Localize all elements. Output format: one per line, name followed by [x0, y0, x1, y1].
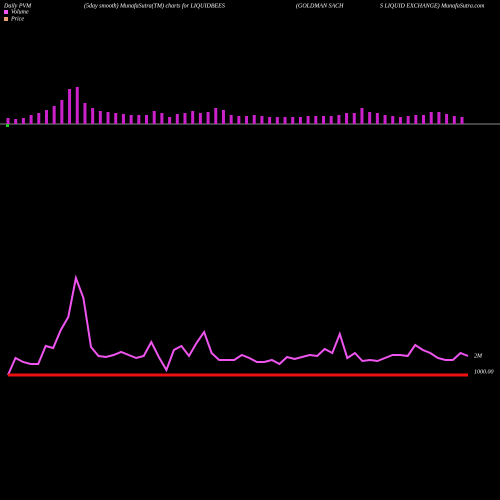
volume-bar	[268, 117, 272, 124]
volume-bar	[145, 115, 149, 124]
legend-swatch	[4, 10, 8, 14]
volume-bar	[422, 115, 426, 124]
volume-bar	[83, 103, 87, 124]
volume-bar	[383, 115, 387, 124]
volume-bar	[252, 115, 256, 124]
volume-bar	[29, 115, 33, 124]
volume-bar	[160, 113, 164, 124]
volume-bar	[98, 111, 102, 124]
chart-title-right: (GOLDMAN SACH	[296, 2, 344, 9]
volume-bar	[237, 116, 241, 124]
volume-bar	[206, 112, 210, 124]
legend-label: Price	[10, 16, 24, 22]
volume-bar	[175, 114, 179, 124]
volume-bar	[221, 110, 225, 124]
volume-bar	[283, 117, 287, 124]
volume-bar	[352, 113, 356, 124]
volume-bar	[260, 116, 264, 124]
volume-bar	[245, 116, 249, 124]
volume-bar	[21, 118, 25, 124]
volume-bar	[121, 114, 125, 124]
volume-bar	[306, 116, 310, 124]
volume-bar	[106, 112, 110, 124]
volume-bar	[368, 112, 372, 124]
volume-bar	[445, 114, 449, 124]
legend-swatch	[4, 17, 8, 21]
volume-bar	[398, 117, 402, 124]
volume-bar	[60, 100, 64, 124]
volume-bar	[437, 112, 441, 124]
chart-title-right: S LIQUID EXCHANGE) MunafaSutra.com	[380, 2, 485, 9]
volume-bar	[391, 116, 395, 124]
volume-bar	[75, 87, 79, 124]
legend-label: Volume	[11, 9, 29, 15]
volume-bar	[114, 113, 118, 124]
volume-bar	[460, 117, 464, 124]
chart-subtitle: (5day smooth) MunafaSutra(TM) charts for…	[84, 2, 225, 9]
volume-bar	[168, 117, 172, 124]
volume-bar	[321, 116, 325, 124]
volume-bar	[414, 115, 418, 124]
volume-bar	[375, 113, 379, 124]
volume-bar	[129, 115, 133, 124]
volume-bar	[298, 117, 302, 124]
volume-bar	[406, 116, 410, 124]
chart-title: Daily PVM	[3, 3, 32, 9]
volume-bar	[37, 113, 41, 124]
volume-bar	[360, 108, 364, 124]
volume-bar	[329, 116, 333, 124]
volume-bar	[52, 106, 56, 124]
volume-bar	[198, 113, 202, 124]
volume-bar	[191, 111, 195, 124]
volume-bar	[345, 113, 349, 124]
volume-bar	[429, 112, 433, 124]
volume-bar	[314, 116, 318, 124]
volume-bar	[91, 108, 95, 124]
volume-bar	[229, 115, 233, 124]
volume-bar	[275, 117, 279, 124]
volume-bar	[137, 115, 141, 124]
volume-bar	[337, 115, 341, 124]
volume-bar	[14, 119, 18, 124]
volume-bar	[214, 108, 218, 124]
volume-bar	[452, 116, 456, 124]
volume-end-label: 2M	[474, 353, 483, 359]
volume-line	[7, 274, 469, 376]
volume-bar	[291, 117, 295, 124]
volume-bar	[183, 113, 187, 124]
volume-bar	[44, 110, 48, 124]
price-end-label: 1000.00	[474, 369, 494, 375]
volume-bar	[152, 111, 156, 124]
price-marker	[6, 124, 9, 127]
volume-bar	[68, 89, 72, 124]
volume-bar	[6, 118, 10, 124]
